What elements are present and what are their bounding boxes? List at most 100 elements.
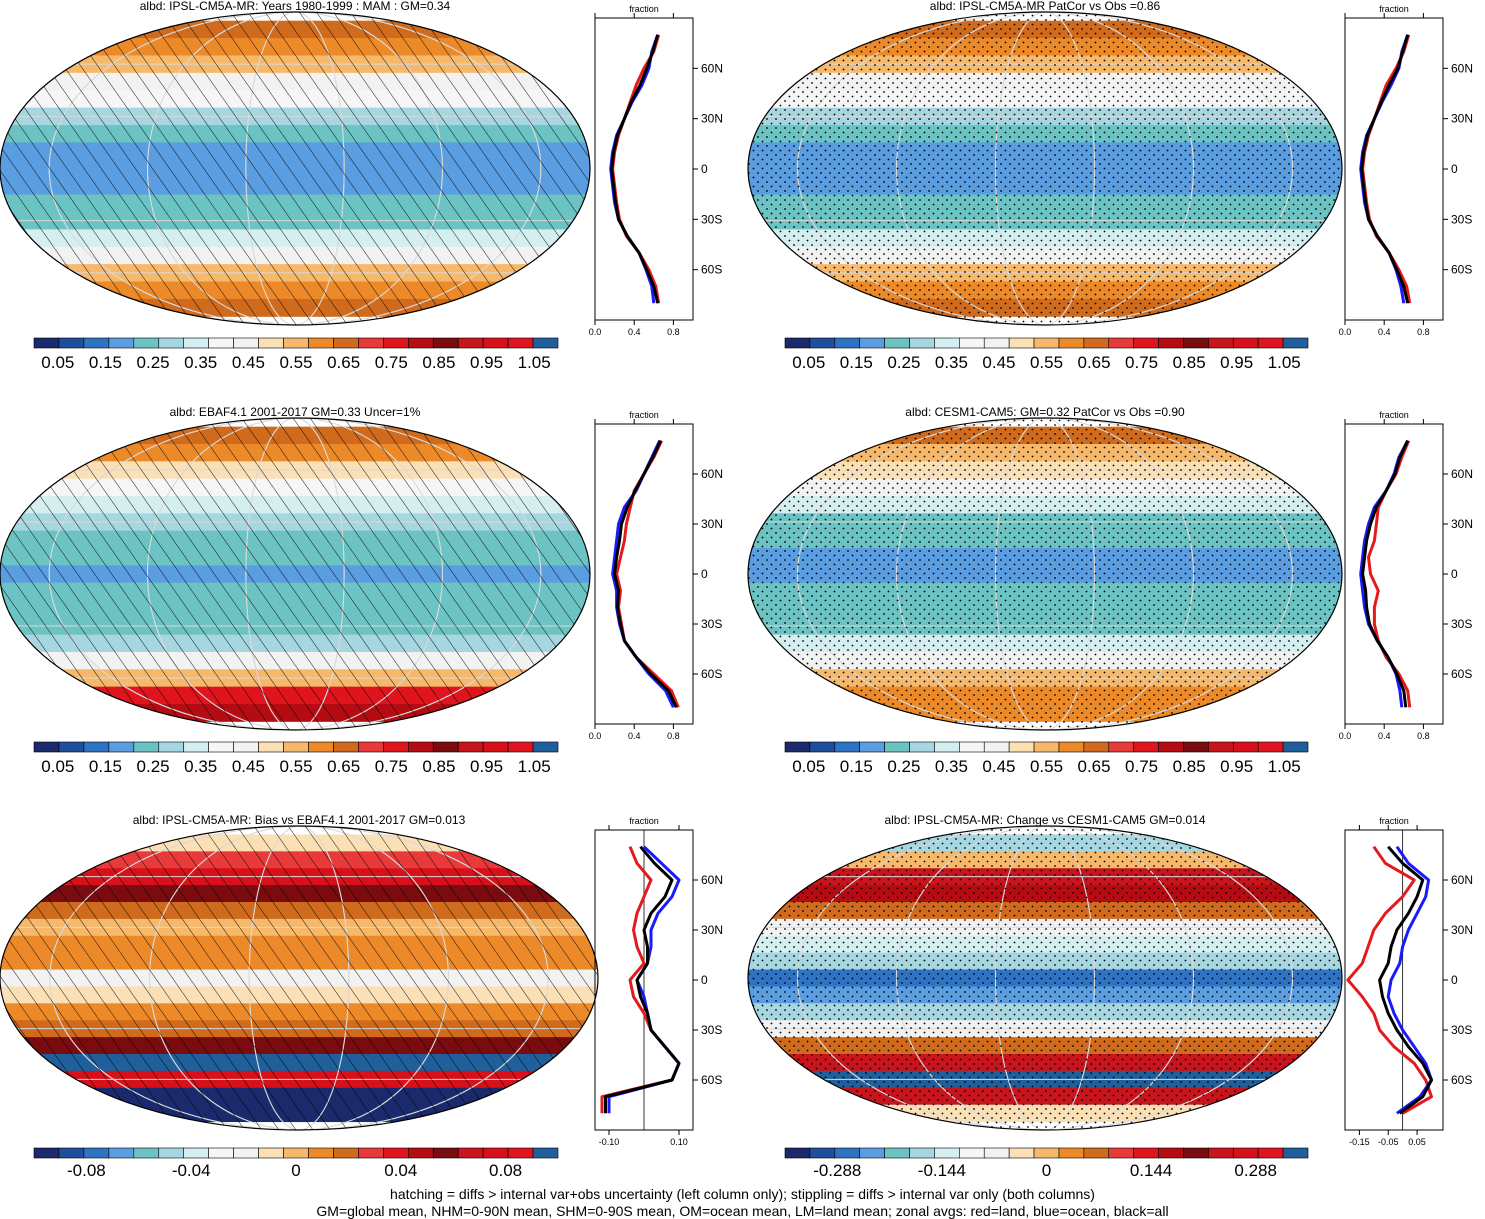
colorbar-swatch — [959, 1147, 985, 1159]
colorbar-swatch — [1158, 741, 1184, 753]
colorbar-swatch — [383, 741, 409, 753]
panel-title: albd: EBAF4.1 2001-2017 GM=0.33 Uncer=1% — [170, 405, 421, 419]
colorbar-swatch — [934, 1147, 960, 1159]
colorbar-label: 0 — [1042, 1161, 1051, 1180]
colorbar-swatch — [809, 741, 836, 753]
colorbar-swatch — [834, 741, 861, 753]
colorbar-swatch — [1183, 337, 1209, 349]
ytick-label: 30N — [701, 112, 723, 126]
significance-hatch — [0, 12, 590, 325]
map-field — [748, 12, 1342, 325]
map-field — [748, 826, 1342, 1130]
colorbar-label: 0.25 — [137, 757, 170, 776]
profile-line-ocean — [1386, 845, 1433, 1115]
colorbar-swatch — [407, 1147, 434, 1159]
colorbar-swatch — [33, 1147, 60, 1159]
profile-line-land — [1361, 34, 1412, 304]
profile-xlabel: fraction — [1379, 410, 1409, 420]
profile-line-all — [610, 34, 660, 304]
colorbar-swatch — [58, 1147, 85, 1159]
colorbar-swatch — [1108, 1147, 1134, 1159]
colorbar-swatch — [1282, 741, 1309, 753]
colorbar-swatch — [532, 741, 559, 753]
colorbar-label: 0.65 — [327, 757, 360, 776]
colorbar-swatch — [859, 1147, 885, 1159]
map-field — [0, 12, 590, 325]
colorbar-label: 0.65 — [1077, 353, 1110, 372]
panel-title: albd: IPSL-CM5A-MR: Change vs CESM1-CAM5… — [884, 813, 1205, 827]
xtick-label: 0.0 — [589, 731, 602, 741]
colorbar-swatch — [407, 337, 434, 349]
colorbar-label: -0.04 — [172, 1161, 211, 1180]
colorbar-swatch — [1208, 1147, 1234, 1159]
xtick-label: 0.10 — [670, 1137, 688, 1147]
profile-line-ocean — [1359, 34, 1410, 304]
colorbar-swatch — [1083, 741, 1110, 753]
significance-stipple — [748, 12, 1342, 325]
colorbar-swatch — [1108, 337, 1134, 349]
ytick-label: 0 — [701, 162, 708, 176]
colorbar-label: 0.75 — [375, 757, 408, 776]
profile-xlabel: fraction — [1379, 816, 1409, 826]
ytick-label: 30N — [701, 923, 723, 937]
colorbar-label: 1.05 — [1268, 757, 1301, 776]
colorbar-label: 0.55 — [279, 757, 312, 776]
colorbar-swatch — [1208, 741, 1234, 753]
colorbar-swatch — [1257, 741, 1284, 753]
colorbar-label: 0.35 — [935, 757, 968, 776]
colorbar-label: 0.45 — [982, 757, 1015, 776]
ytick-label: 0 — [1451, 162, 1458, 176]
colorbar-swatch — [183, 337, 209, 349]
colorbar-swatch — [233, 741, 259, 753]
colorbar-swatch — [383, 337, 409, 349]
colorbar-swatch — [33, 741, 60, 753]
colorbar-swatch — [834, 337, 861, 349]
ytick-label: 60S — [701, 1073, 722, 1087]
colorbar-swatch — [283, 741, 309, 753]
ytick-label: 60S — [1451, 263, 1472, 277]
colorbar-label: -0.144 — [918, 1161, 966, 1180]
colorbar-swatch — [1232, 741, 1259, 753]
colorbar-swatch — [58, 741, 85, 753]
panel-1: albd: IPSL-CM5A-MR: Years 1980-1999 : MA… — [0, 0, 723, 372]
map-outline — [747, 11, 1343, 326]
panel-title: albd: IPSL-CM5A-MR PatCor vs Obs =0.86 — [930, 0, 1161, 13]
profile-line-ocean — [611, 440, 675, 708]
ytick-label: 30N — [701, 517, 723, 531]
xtick-label: 0.4 — [628, 327, 641, 337]
colorbar-swatch — [507, 337, 534, 349]
colorbar-swatch — [859, 337, 885, 349]
colorbar-swatch — [1282, 337, 1309, 349]
colorbar-swatch — [407, 741, 434, 753]
colorbar-swatch — [959, 337, 985, 349]
colorbar-swatch — [158, 741, 185, 753]
xtick-label: 0.4 — [1378, 731, 1391, 741]
colorbar-label: 0.144 — [1130, 1161, 1173, 1180]
xtick-label: -0.15 — [1349, 1137, 1370, 1147]
colorbar-swatch — [1158, 337, 1184, 349]
ytick-label: 60S — [1451, 1073, 1472, 1087]
colorbar-swatch — [934, 337, 960, 349]
colorbar-label: 0.95 — [470, 757, 503, 776]
colorbar-swatch — [432, 741, 459, 753]
colorbar-label: 0 — [291, 1161, 300, 1180]
colorbar-label: 0.15 — [840, 353, 873, 372]
zonal-profile: fraction 60N 30N 0 30S 60S 0.0 0.4 0.8 — [1339, 4, 1473, 337]
colorbar-swatch — [1058, 741, 1085, 753]
ytick-label: 60N — [1451, 873, 1473, 887]
colorbar-swatch — [258, 741, 284, 753]
xtick-label: 0.0 — [1339, 327, 1352, 337]
profile-line-all — [1378, 845, 1433, 1115]
colorbar-swatch — [133, 1147, 160, 1159]
colorbar-label: 0.95 — [1220, 353, 1253, 372]
map-field — [0, 826, 598, 1130]
colorbar-swatch — [1058, 337, 1085, 349]
colorbar-swatch — [983, 1147, 1010, 1159]
colorbar-label: -0.08 — [67, 1161, 106, 1180]
significance-stipple — [748, 418, 1342, 730]
xtick-label: 0.8 — [667, 327, 680, 337]
ytick-label: 30N — [1451, 112, 1473, 126]
ytick-label: 0 — [1451, 973, 1458, 987]
ytick-label: 30S — [701, 617, 722, 631]
